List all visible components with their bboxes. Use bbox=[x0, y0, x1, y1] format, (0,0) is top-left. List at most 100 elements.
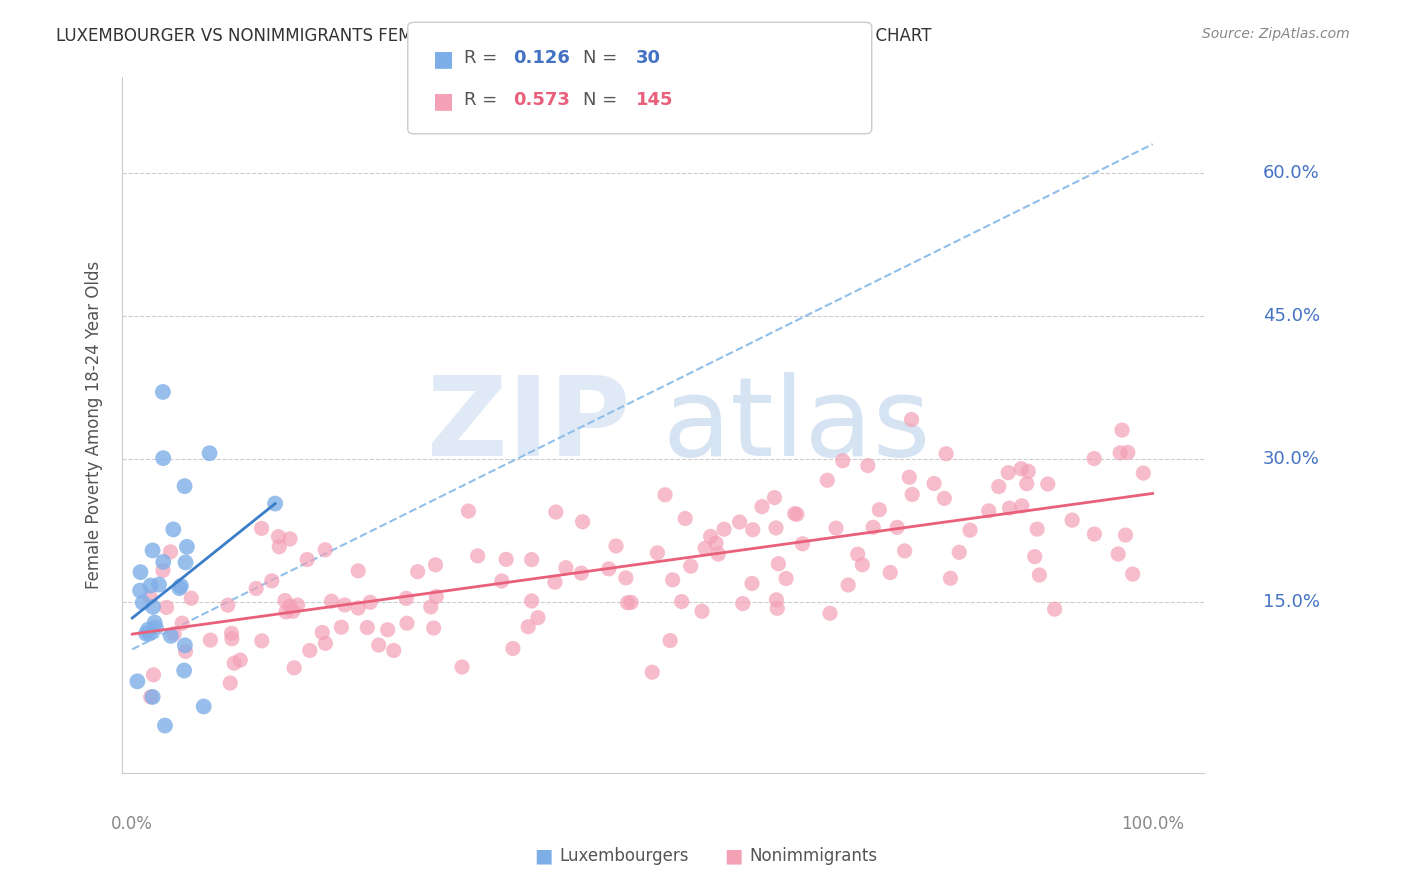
Point bbox=[451, 660, 474, 674]
Point bbox=[281, 604, 304, 618]
Point bbox=[495, 552, 517, 566]
Text: ■: ■ bbox=[534, 847, 553, 865]
Point bbox=[786, 508, 808, 522]
Text: 145: 145 bbox=[636, 91, 673, 109]
Text: Luxembourgers: Luxembourgers bbox=[560, 847, 689, 865]
Point bbox=[287, 598, 309, 612]
Point bbox=[333, 598, 356, 612]
Point bbox=[367, 638, 389, 652]
Point bbox=[347, 564, 370, 578]
Point bbox=[264, 497, 287, 511]
Point bbox=[163, 627, 186, 641]
Point bbox=[127, 674, 149, 689]
Point bbox=[713, 522, 735, 536]
Point bbox=[901, 487, 924, 501]
Point bbox=[939, 571, 962, 585]
Point bbox=[679, 559, 702, 574]
Point bbox=[491, 574, 513, 588]
Point bbox=[267, 530, 290, 544]
Point bbox=[298, 643, 321, 657]
Point bbox=[765, 592, 787, 607]
Point bbox=[1083, 451, 1105, 466]
Point bbox=[139, 690, 162, 704]
Point bbox=[152, 451, 174, 466]
Point bbox=[851, 558, 873, 572]
Point bbox=[922, 476, 945, 491]
Point bbox=[278, 599, 301, 614]
Point bbox=[1116, 445, 1139, 459]
Point bbox=[142, 543, 165, 558]
Point bbox=[356, 620, 378, 634]
Point bbox=[173, 479, 195, 493]
Point bbox=[1026, 522, 1049, 536]
Point bbox=[422, 621, 444, 635]
Point bbox=[170, 579, 193, 593]
Point bbox=[1115, 528, 1137, 542]
Point bbox=[741, 523, 763, 537]
Point bbox=[517, 620, 540, 634]
Point bbox=[728, 515, 751, 529]
Point bbox=[419, 599, 441, 614]
Point bbox=[314, 542, 336, 557]
Point bbox=[520, 552, 543, 566]
Point bbox=[527, 610, 550, 624]
Point bbox=[152, 384, 174, 399]
Point bbox=[132, 596, 155, 610]
Point bbox=[837, 578, 859, 592]
Point bbox=[555, 560, 578, 574]
Point bbox=[1010, 461, 1032, 475]
Point bbox=[815, 473, 838, 487]
Point bbox=[347, 601, 370, 615]
Point bbox=[775, 572, 797, 586]
Point bbox=[152, 555, 174, 569]
Point bbox=[856, 458, 879, 473]
Point bbox=[314, 636, 336, 650]
Point bbox=[142, 690, 165, 704]
Point bbox=[221, 632, 243, 646]
Point bbox=[219, 676, 242, 690]
Text: Nonimmigrants: Nonimmigrants bbox=[749, 847, 877, 865]
Point bbox=[1122, 567, 1144, 582]
Point bbox=[948, 545, 970, 559]
Point bbox=[825, 521, 848, 535]
Point bbox=[143, 615, 166, 630]
Point bbox=[135, 626, 157, 640]
Point bbox=[1024, 549, 1046, 564]
Text: R =: R = bbox=[464, 91, 503, 109]
Point bbox=[605, 539, 627, 553]
Point bbox=[783, 507, 806, 521]
Text: ■: ■ bbox=[433, 91, 454, 111]
Point bbox=[768, 557, 790, 571]
Point bbox=[457, 504, 479, 518]
Point bbox=[425, 590, 447, 604]
Point bbox=[886, 520, 908, 534]
Point bbox=[647, 546, 669, 560]
Text: 30: 30 bbox=[636, 49, 661, 67]
Text: 45.0%: 45.0% bbox=[1263, 307, 1320, 325]
Point bbox=[846, 547, 869, 561]
Point bbox=[395, 616, 418, 631]
Point bbox=[987, 479, 1010, 493]
Point bbox=[997, 466, 1019, 480]
Point bbox=[250, 633, 273, 648]
Point bbox=[142, 668, 165, 682]
Point bbox=[250, 521, 273, 535]
Point bbox=[934, 491, 956, 506]
Point bbox=[139, 591, 162, 605]
Point bbox=[998, 501, 1021, 516]
Text: N =: N = bbox=[583, 91, 623, 109]
Point bbox=[169, 581, 191, 595]
Point bbox=[614, 571, 637, 585]
Text: ■: ■ bbox=[724, 847, 742, 865]
Point bbox=[136, 623, 159, 637]
Point bbox=[311, 625, 333, 640]
Point bbox=[139, 578, 162, 592]
Text: 30.0%: 30.0% bbox=[1263, 450, 1320, 467]
Point bbox=[765, 521, 787, 535]
Point bbox=[641, 665, 664, 680]
Point bbox=[1043, 602, 1066, 616]
Point bbox=[502, 641, 524, 656]
Point bbox=[425, 558, 447, 572]
Point bbox=[868, 502, 890, 516]
Point bbox=[180, 591, 202, 606]
